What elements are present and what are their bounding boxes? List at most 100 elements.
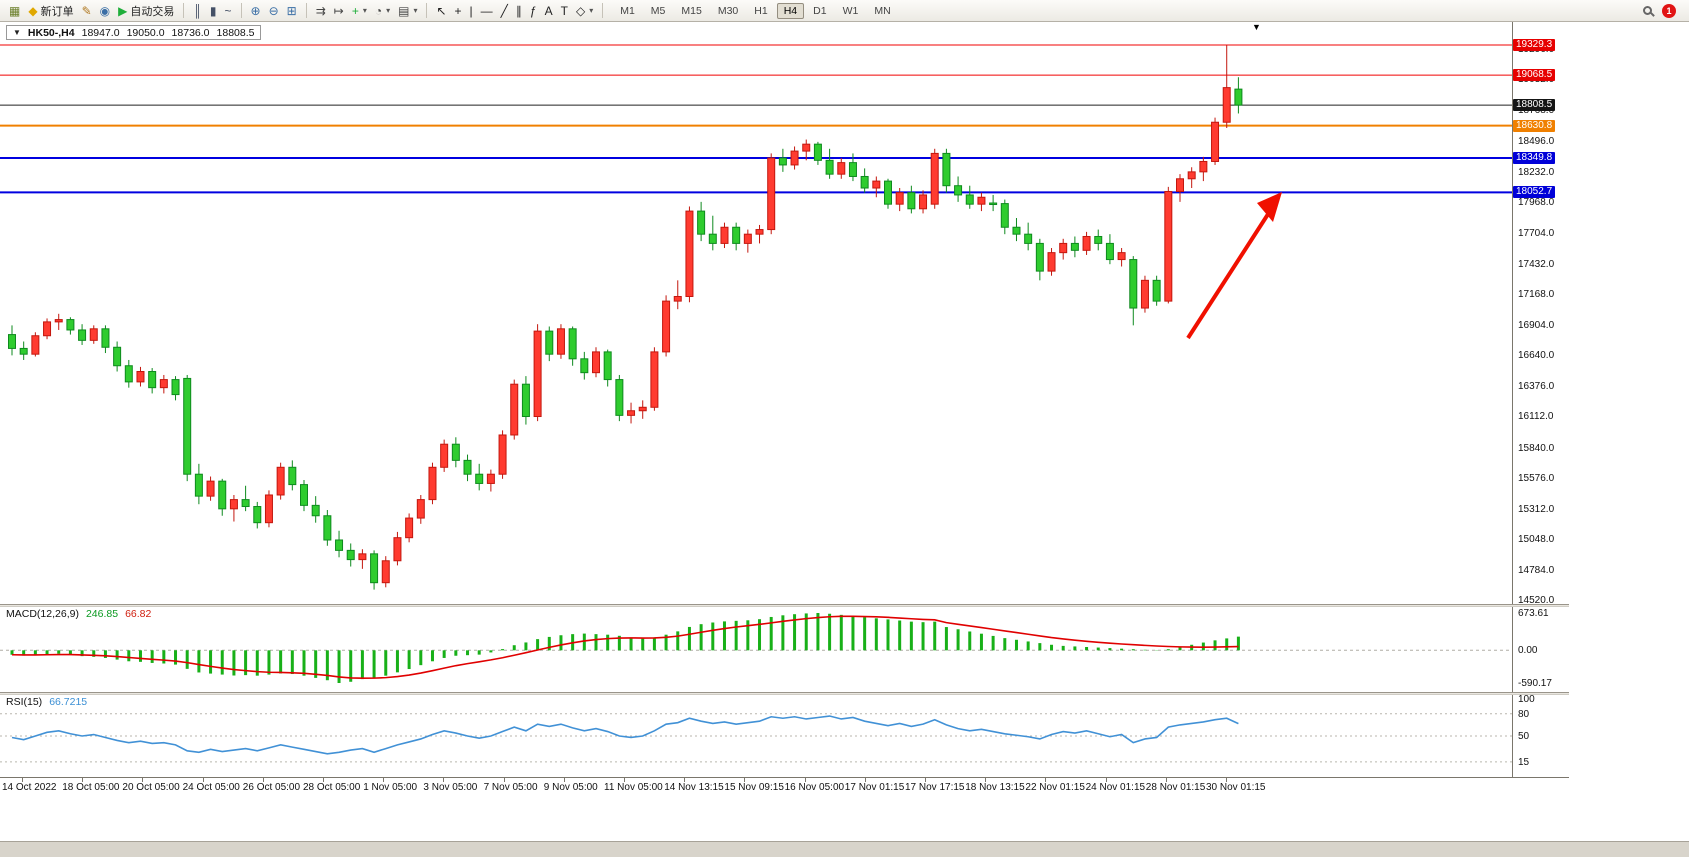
autotrading-icon: ▶ bbox=[118, 3, 128, 18]
candle-body bbox=[662, 300, 671, 353]
candle-body bbox=[101, 328, 110, 348]
line-chart-mode-button[interactable]: ~ bbox=[220, 2, 235, 20]
candle-body bbox=[802, 143, 811, 152]
templates-icon: ▤ bbox=[398, 3, 410, 18]
zoom-in-icon: ⊕ bbox=[250, 3, 261, 18]
timeframe-m1[interactable]: M1 bbox=[620, 4, 635, 17]
price-axis[interactable]: 19296.019032.018768.018496.018232.017968… bbox=[1512, 22, 1569, 777]
notification-badge[interactable]: 1 bbox=[1662, 3, 1676, 18]
new-chart-button[interactable]: ▦ bbox=[5, 2, 24, 20]
time-axis[interactable]: 14 Oct 2022 18 Oct 05:00 20 Oct 05:00 24 Oc… bbox=[0, 777, 1569, 795]
rsi-indicator-label: RSI(15) 66.7215 bbox=[6, 696, 87, 708]
bar-chart-mode-button[interactable]: ║ bbox=[189, 2, 206, 20]
market-watch-button[interactable]: ◉ bbox=[96, 2, 114, 20]
horizontal-line-icon: — bbox=[480, 3, 493, 18]
rsi-name: RSI(15) bbox=[6, 696, 43, 708]
chart-window: ▼ HK50-,H4 18947.0 19050.0 18736.0 18808… bbox=[0, 22, 1569, 795]
candle-body bbox=[977, 196, 986, 205]
panel-separator[interactable] bbox=[0, 604, 1569, 607]
candle-body bbox=[825, 159, 834, 175]
toolbar-buttons: ▦ ◆ 新订单 ✎ ◉ ▶ 自动交易 ║ ▮ ~ ⊕ ⊖ ⊞ ⇉ ↦ + ▾ ◔ ▾ ▤ ▾ ↖ + | — ╱ ∥ ƒ A T ◇ ▾ bbox=[5, 2, 597, 20]
indicators-list-dropdown-icon[interactable]: ▾ bbox=[362, 6, 367, 15]
candle-body bbox=[837, 162, 846, 175]
horizontal-line-button[interactable]: — bbox=[477, 2, 497, 20]
candle-body bbox=[872, 180, 881, 189]
symbol-timeframe-label: HK50-,H4 bbox=[27, 26, 75, 39]
text-button[interactable]: A bbox=[541, 2, 557, 20]
periods-dropdown-icon[interactable]: ▾ bbox=[386, 6, 391, 15]
candle-body bbox=[475, 473, 484, 484]
time-axis-label: 3 Nov 05:00 bbox=[423, 782, 478, 793]
time-axis-tick bbox=[503, 778, 505, 782]
time-axis-label: 16 Nov 05:00 bbox=[784, 782, 845, 793]
new-order-button[interactable]: ◆ 新订单 bbox=[24, 2, 77, 20]
candle-body bbox=[463, 459, 472, 475]
price-axis-label: 17968.0 bbox=[1518, 197, 1555, 209]
arrows-tool-dropdown-icon[interactable]: ▾ bbox=[589, 6, 594, 15]
zoom-out-button[interactable]: ⊖ bbox=[265, 2, 283, 20]
candle-body bbox=[965, 194, 974, 205]
timeframe-m5[interactable]: M5 bbox=[650, 4, 666, 17]
text-label-button[interactable]: T bbox=[557, 2, 572, 20]
timeframe-h4[interactable]: H4 bbox=[776, 2, 805, 19]
crosshair-button[interactable]: + bbox=[451, 2, 466, 20]
tile-windows-button[interactable]: ⊞ bbox=[283, 2, 301, 20]
timeframe-m30[interactable]: M30 bbox=[717, 4, 739, 17]
autotrading-button[interactable]: ▶ 自动交易 bbox=[114, 2, 178, 20]
templates-button[interactable]: ▤ ▾ bbox=[394, 2, 421, 20]
timeframe-d1[interactable]: D1 bbox=[813, 4, 827, 17]
equidistant-channel-button[interactable]: ∥ bbox=[512, 2, 526, 20]
time-axis-label: 24 Nov 01:15 bbox=[1085, 782, 1146, 793]
candle-body bbox=[416, 499, 425, 519]
auto-scroll-button[interactable]: ⇉ bbox=[312, 2, 330, 20]
periods-button[interactable]: ◔ ▾ bbox=[371, 2, 394, 20]
rsi-chart bbox=[0, 713, 1512, 763]
toolbar-separator bbox=[426, 3, 428, 18]
crosshair-icon: + bbox=[454, 3, 462, 18]
candle-body bbox=[545, 330, 554, 355]
timeframe-w1[interactable]: W1 bbox=[842, 4, 859, 17]
chart-shift-button[interactable]: ↦ bbox=[330, 2, 348, 20]
trend-arrow-line[interactable] bbox=[1186, 206, 1274, 340]
macd-main-value: 246.85 bbox=[85, 608, 119, 620]
candle-body bbox=[954, 185, 963, 196]
candle-body bbox=[580, 358, 589, 374]
price-line-badge: 18052.7 bbox=[1513, 186, 1556, 199]
macd-panel[interactable]: MACD(12,26,9) 246.85 66.82 bbox=[0, 607, 1512, 692]
panel-separator[interactable] bbox=[0, 692, 1569, 695]
candle-body bbox=[1222, 87, 1231, 123]
candle-body bbox=[650, 351, 659, 408]
rsi-panel[interactable]: RSI(15) 66.7215 bbox=[0, 695, 1512, 777]
candle-body bbox=[1070, 242, 1079, 251]
chart-info-box[interactable]: ▼ HK50-,H4 18947.0 19050.0 18736.0 18808… bbox=[6, 25, 262, 40]
vertical-line-button[interactable]: | bbox=[466, 2, 477, 20]
metaeditor-button[interactable]: ✎ bbox=[78, 2, 96, 20]
price-line-badge: 18630.8 bbox=[1513, 119, 1556, 132]
candlestick-mode-button[interactable]: ▮ bbox=[206, 2, 221, 20]
search-button[interactable] bbox=[1639, 2, 1656, 20]
timeframe-m15[interactable]: M15 bbox=[681, 4, 702, 17]
new-order-label: 新订单 bbox=[40, 5, 74, 18]
templates-dropdown-icon[interactable]: ▾ bbox=[413, 6, 418, 15]
candle-body bbox=[136, 371, 145, 383]
indicators-list-button[interactable]: + ▾ bbox=[348, 2, 371, 20]
candle-body bbox=[1234, 88, 1243, 106]
status-bar bbox=[0, 841, 1689, 857]
auto-scroll-icon: ⇉ bbox=[315, 3, 326, 18]
timeframe-mn[interactable]: MN bbox=[874, 4, 891, 17]
trendline-button[interactable]: ╱ bbox=[497, 2, 512, 20]
cursor-button[interactable]: ↖ bbox=[432, 2, 450, 20]
arrows-tool-button[interactable]: ◇ ▾ bbox=[572, 2, 597, 20]
candle-body bbox=[229, 499, 238, 510]
price-chart[interactable] bbox=[0, 22, 1512, 604]
candle-body bbox=[124, 365, 133, 383]
magnifier-icon bbox=[1643, 6, 1652, 15]
macd-scale-label: 673.61 bbox=[1518, 608, 1549, 619]
timeframe-h1[interactable]: H1 bbox=[754, 4, 768, 17]
candle-body bbox=[627, 410, 636, 416]
fibonacci-button[interactable]: ƒ bbox=[526, 2, 541, 20]
macd-chart bbox=[0, 613, 1512, 683]
zoom-in-button[interactable]: ⊕ bbox=[247, 2, 265, 20]
candle-body bbox=[335, 539, 344, 551]
equidistant-channel-icon: ∥ bbox=[515, 3, 522, 18]
